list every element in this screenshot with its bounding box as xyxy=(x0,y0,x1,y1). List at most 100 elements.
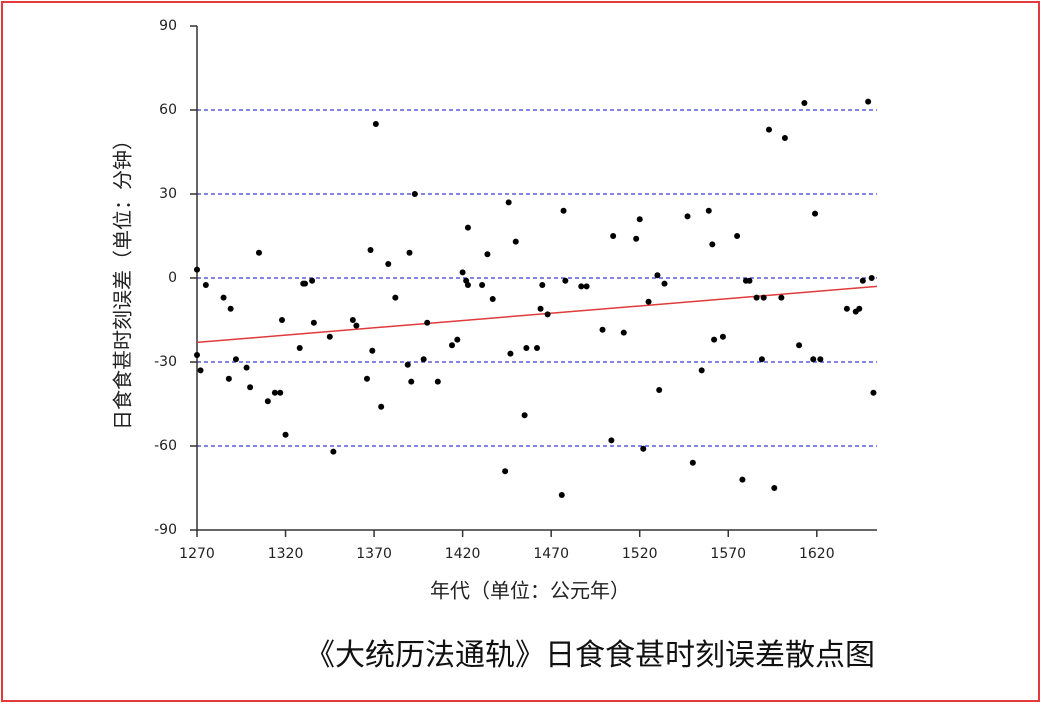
point xyxy=(640,445,647,452)
point xyxy=(225,375,232,382)
point xyxy=(464,282,471,288)
point xyxy=(578,283,585,290)
point xyxy=(194,266,200,273)
point xyxy=(296,345,303,351)
point xyxy=(654,272,661,279)
point xyxy=(539,282,546,288)
point xyxy=(812,210,819,217)
x-tick-label: 1270 xyxy=(179,546,215,562)
point xyxy=(227,305,234,312)
point xyxy=(599,326,606,333)
point xyxy=(523,345,530,351)
point xyxy=(434,378,441,385)
point xyxy=(277,389,284,396)
point xyxy=(364,375,370,382)
point xyxy=(537,305,544,312)
point xyxy=(746,277,753,284)
point xyxy=(247,384,254,391)
point xyxy=(464,224,471,231)
point xyxy=(771,485,778,491)
point xyxy=(684,213,691,220)
point xyxy=(512,238,519,245)
point xyxy=(645,298,652,305)
point xyxy=(406,249,413,256)
point xyxy=(709,241,716,248)
point xyxy=(232,356,239,363)
point xyxy=(765,126,772,133)
point xyxy=(243,364,250,371)
point xyxy=(583,283,590,290)
point xyxy=(420,356,427,363)
chart-title: 《大统历法通轨》日食食甚时刻误差散点图 xyxy=(305,638,875,673)
x-tick-label: 1420 xyxy=(445,546,481,562)
point xyxy=(424,319,431,326)
point xyxy=(349,317,356,323)
point xyxy=(661,280,668,287)
point xyxy=(367,247,374,253)
point xyxy=(534,345,540,351)
point xyxy=(620,329,627,336)
point xyxy=(489,296,496,302)
point xyxy=(282,431,289,438)
point xyxy=(309,277,316,284)
point xyxy=(711,336,718,343)
point xyxy=(656,387,663,393)
point xyxy=(608,437,615,444)
point xyxy=(484,251,491,258)
point xyxy=(454,336,461,343)
point xyxy=(264,398,271,405)
point xyxy=(796,342,803,349)
point xyxy=(310,319,317,326)
point xyxy=(369,347,376,354)
point xyxy=(753,294,760,301)
point xyxy=(760,294,767,301)
point xyxy=(705,207,712,214)
point xyxy=(449,342,455,349)
point xyxy=(502,468,509,475)
point xyxy=(505,199,512,206)
point xyxy=(734,233,741,239)
point xyxy=(870,389,877,396)
x-tick-label: 1570 xyxy=(710,546,746,562)
point xyxy=(479,282,486,288)
point xyxy=(197,367,204,374)
point xyxy=(353,322,360,329)
point xyxy=(560,207,567,214)
point xyxy=(279,317,285,323)
x-tick-label: 1520 xyxy=(622,546,658,562)
point xyxy=(610,233,617,239)
point xyxy=(202,282,209,288)
point xyxy=(411,191,418,197)
point xyxy=(781,135,788,141)
point xyxy=(817,356,824,363)
point xyxy=(562,277,569,284)
point xyxy=(778,294,785,301)
point xyxy=(689,459,696,466)
y-axis-label: 日食食甚时刻误差（单位：分钟） xyxy=(111,130,135,430)
point xyxy=(378,403,385,410)
point xyxy=(856,305,863,312)
x-tick-label: 1470 xyxy=(533,546,569,562)
point xyxy=(698,367,705,374)
point xyxy=(801,100,808,106)
point xyxy=(408,378,415,385)
point xyxy=(810,356,817,363)
point xyxy=(843,305,850,312)
point xyxy=(633,235,640,242)
point xyxy=(868,275,875,281)
point xyxy=(392,294,399,301)
point xyxy=(372,121,379,127)
point xyxy=(758,356,765,363)
point xyxy=(544,311,551,318)
point xyxy=(271,389,278,396)
y-tick-label: 0 xyxy=(168,270,177,286)
point xyxy=(739,476,746,483)
x-tick-label: 1320 xyxy=(268,546,304,562)
point xyxy=(558,492,565,498)
y-tick-label: -90 xyxy=(154,522,177,538)
x-tick-label: 1370 xyxy=(356,546,392,562)
x-tick-label: 1620 xyxy=(799,546,835,562)
point xyxy=(459,269,466,276)
